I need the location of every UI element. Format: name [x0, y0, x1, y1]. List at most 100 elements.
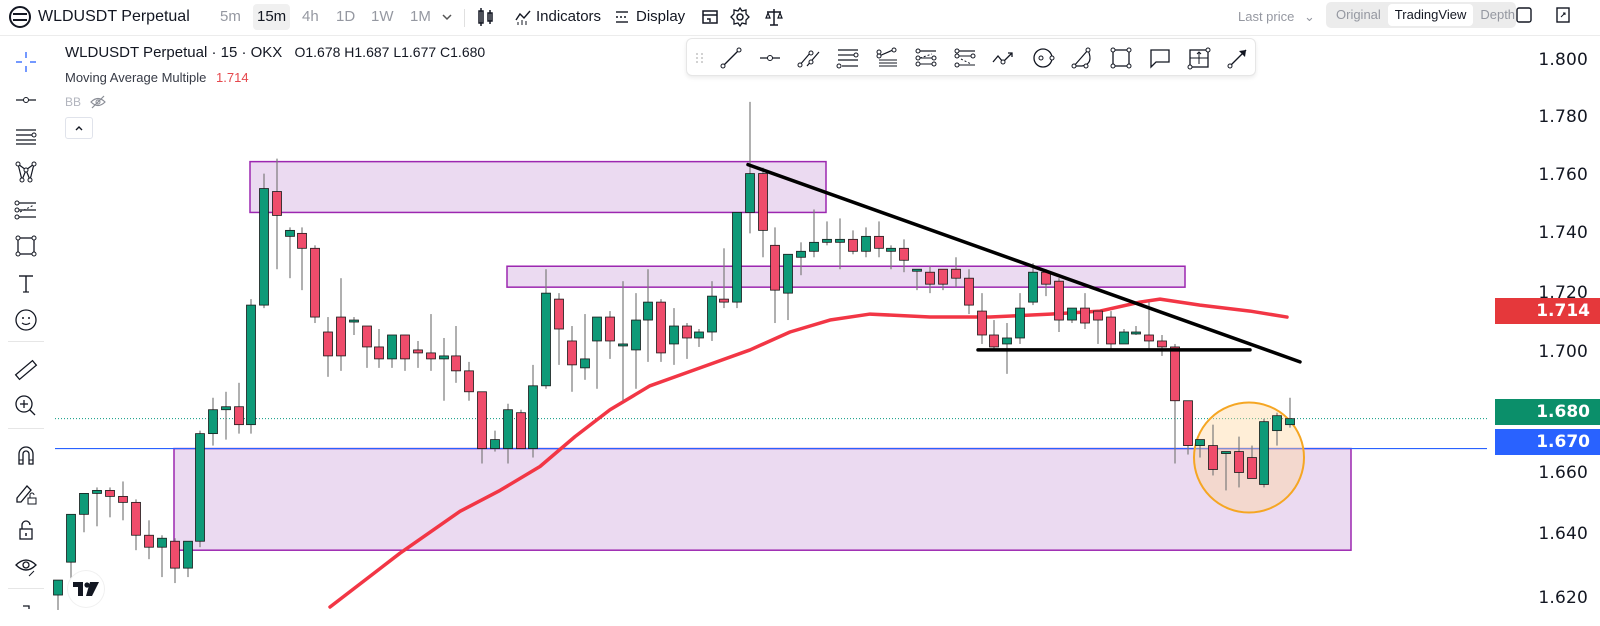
supply-demand-zone	[173, 447, 1352, 551]
ma-price-label: 1.714	[1495, 298, 1600, 324]
timeframe-1d[interactable]: 1D	[336, 8, 356, 25]
fib-extension-icon[interactable]	[951, 44, 979, 72]
bearish-candle	[1093, 310, 1103, 321]
bullish-candle	[912, 268, 922, 272]
drag-handle-icon[interactable]	[693, 44, 707, 72]
crosshair-icon[interactable]	[12, 48, 40, 76]
bearish-candle	[451, 355, 461, 372]
bullish-candle	[1028, 271, 1038, 303]
timeframe-15m[interactable]: 15m	[253, 4, 291, 30]
bearish-candle	[682, 325, 692, 339]
long-position-icon[interactable]	[1185, 44, 1213, 72]
bearish-candle	[477, 391, 487, 449]
rectangle-icon[interactable]	[1107, 44, 1135, 72]
bullish-candle	[1119, 331, 1129, 345]
display-icon	[616, 11, 628, 23]
parallel-channel-icon[interactable]	[795, 44, 823, 72]
bearish-candle	[1054, 280, 1064, 321]
text-tool-icon[interactable]	[12, 270, 40, 298]
bullish-candle	[208, 409, 218, 435]
emoji-smiley-icon[interactable]	[12, 306, 40, 334]
bearish-candle	[567, 340, 577, 366]
zoom-in-icon[interactable]	[12, 392, 40, 420]
bullish-candle	[528, 385, 538, 449]
bearish-candle	[977, 310, 987, 336]
view-tradingview[interactable]: TradingView	[1387, 4, 1474, 26]
bearish-candle	[899, 247, 909, 261]
bullish-candle	[1195, 439, 1205, 446]
timeframe-1w[interactable]: 1W	[371, 8, 394, 25]
bearish-candle	[1157, 340, 1167, 348]
bullish-candle	[783, 253, 793, 294]
path-arrow-icon[interactable]	[990, 44, 1018, 72]
circle-tool-icon[interactable]	[1029, 44, 1057, 72]
bearish-candle	[400, 334, 410, 360]
bearish-candle	[464, 370, 474, 393]
symbol-name[interactable]: WLDUSDT Perpetual	[38, 8, 190, 25]
arc-tool-icon[interactable]	[1068, 44, 1096, 72]
rectangle-icon[interactable]	[12, 232, 40, 260]
lock-drawings-icon[interactable]	[12, 480, 40, 508]
price-axis[interactable]: 1.800 1.780 1.760 1.740 1.720 1.700 1.66…	[1487, 36, 1600, 626]
horizontal-line-icon[interactable]	[756, 44, 784, 72]
bearish-candle	[170, 540, 180, 569]
bearish-candle	[554, 298, 564, 330]
callout-comment-icon[interactable]	[1146, 44, 1174, 72]
view-original[interactable]: Original	[1336, 7, 1381, 22]
bearish-candle	[656, 301, 666, 354]
bullish-candle	[835, 238, 845, 243]
hide-drawings-eye-icon[interactable]	[12, 552, 40, 580]
trend-line-icon[interactable]	[717, 44, 745, 72]
collapse-legend-button[interactable]	[65, 117, 93, 139]
chevron-up-icon	[75, 126, 83, 131]
bearish-candle	[605, 316, 615, 342]
bearish-candle	[374, 346, 384, 360]
price-tick: 1.760	[1538, 165, 1588, 185]
bb-label: BB	[65, 95, 82, 109]
legend-title: WLDUSDT Perpetual · 15 · OKX	[65, 44, 283, 61]
bullish-candle	[79, 493, 89, 515]
indicators-button[interactable]: Indicators	[514, 4, 601, 30]
horizontal-levels-icon[interactable]	[834, 44, 862, 72]
magnet-icon[interactable]	[12, 442, 40, 470]
unlock-icon[interactable]	[12, 516, 40, 544]
price-source-dropdown[interactable]: Last price ⌄	[1238, 4, 1315, 30]
indicator-legend[interactable]: Moving Average Multiple 1.714	[65, 70, 249, 85]
candlestick-type-icon[interactable]	[474, 5, 498, 29]
fib-fan-icon[interactable]	[873, 44, 901, 72]
divider	[8, 428, 44, 429]
settings-gear-icon[interactable]	[728, 5, 752, 29]
bearish-candle	[310, 247, 320, 318]
display-button[interactable]: Display	[614, 4, 685, 30]
bearish-candle	[964, 277, 974, 306]
bb-indicator-legend[interactable]: BB	[65, 95, 107, 109]
view-depth[interactable]: Depth	[1480, 7, 1516, 22]
pattern-xabcd-icon[interactable]	[12, 158, 40, 186]
bullish-candle	[349, 319, 359, 323]
parallel-lines-icon[interactable]	[12, 122, 40, 150]
window-icon[interactable]	[1515, 6, 1533, 24]
fib-retracement-icon[interactable]	[912, 44, 940, 72]
fullscreen-icon[interactable]	[1554, 6, 1572, 24]
ruler-measure-icon[interactable]	[12, 356, 40, 384]
bullish-candle	[861, 235, 871, 252]
balance-scale-icon[interactable]	[762, 5, 786, 29]
bearish-candle	[938, 268, 948, 285]
horizontal-ray-icon[interactable]	[12, 86, 40, 114]
tradingview-logo[interactable]	[68, 571, 104, 607]
calendar-replay-icon[interactable]	[698, 5, 722, 29]
fib-retracement-icon[interactable]	[12, 196, 40, 224]
eye-hidden-icon[interactable]	[89, 95, 107, 109]
timeframe-4h[interactable]: 4h	[302, 8, 319, 25]
arrow-tool-icon[interactable]	[1224, 44, 1252, 72]
chevron-down-icon[interactable]	[440, 9, 454, 25]
bullish-candle	[796, 250, 806, 258]
bullish-candle	[822, 238, 832, 243]
timeframe-5m[interactable]: 5m	[220, 8, 241, 25]
timeframe-1m[interactable]: 1M	[410, 8, 431, 25]
chart-legend: WLDUSDT Perpetual · 15 · OKX O1.678 H1.6…	[65, 44, 485, 61]
bearish-candle	[874, 235, 884, 249]
trash-icon[interactable]	[12, 600, 40, 626]
bullish-candle	[92, 490, 102, 494]
